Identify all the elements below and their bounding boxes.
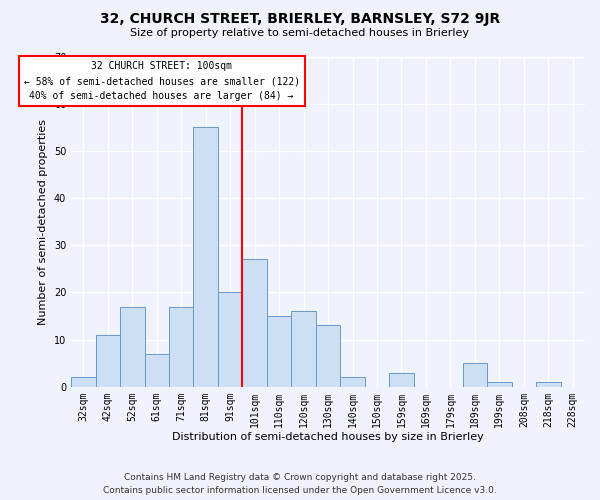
Text: Size of property relative to semi-detached houses in Brierley: Size of property relative to semi-detach… xyxy=(131,28,470,38)
Bar xyxy=(218,292,242,387)
Bar xyxy=(267,316,292,387)
Bar xyxy=(145,354,169,387)
Bar xyxy=(463,363,487,387)
Text: 32 CHURCH STREET: 100sqm
← 58% of semi-detached houses are smaller (122)
40% of : 32 CHURCH STREET: 100sqm ← 58% of semi-d… xyxy=(23,61,300,101)
Text: Contains HM Land Registry data © Crown copyright and database right 2025.
Contai: Contains HM Land Registry data © Crown c… xyxy=(103,473,497,495)
Text: 32, CHURCH STREET, BRIERLEY, BARNSLEY, S72 9JR: 32, CHURCH STREET, BRIERLEY, BARNSLEY, S… xyxy=(100,12,500,26)
Bar xyxy=(71,378,95,387)
Bar xyxy=(242,260,267,387)
Bar xyxy=(292,312,316,387)
X-axis label: Distribution of semi-detached houses by size in Brierley: Distribution of semi-detached houses by … xyxy=(172,432,484,442)
Bar xyxy=(120,306,145,387)
Bar xyxy=(169,306,193,387)
Bar xyxy=(487,382,512,387)
Bar xyxy=(389,372,414,387)
Bar xyxy=(316,326,340,387)
Bar xyxy=(536,382,560,387)
Bar xyxy=(95,335,120,387)
Bar xyxy=(340,378,365,387)
Y-axis label: Number of semi-detached properties: Number of semi-detached properties xyxy=(38,118,49,324)
Bar xyxy=(193,128,218,387)
